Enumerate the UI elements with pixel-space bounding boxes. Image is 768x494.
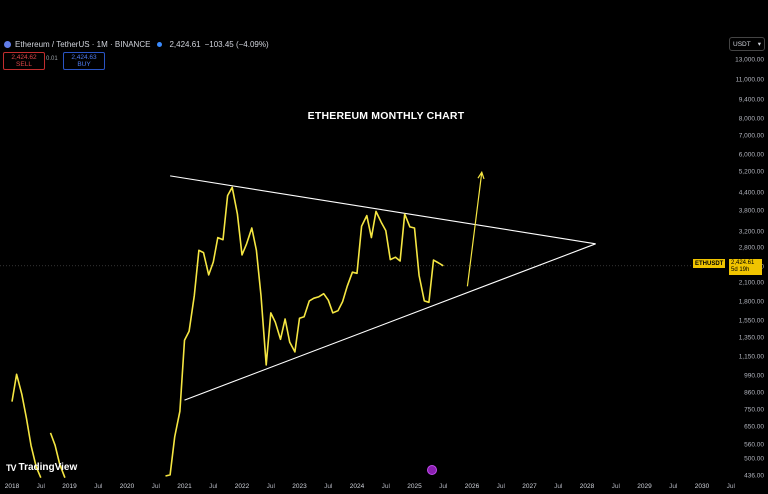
x-tick-label: 2018 bbox=[4, 483, 20, 490]
price-line-segment-2 bbox=[165, 186, 444, 477]
x-tick-label: Jul bbox=[611, 483, 620, 490]
x-tick-label: Jul bbox=[266, 483, 275, 490]
x-tick-label: 2027 bbox=[522, 483, 537, 490]
symbol-price-tag: ETHUSDT bbox=[693, 259, 726, 268]
last-price-value: 2,424.61 bbox=[731, 260, 755, 266]
price-line-segment-1 bbox=[49, 432, 66, 478]
chart-title: ETHEREUM MONTHLY CHART bbox=[307, 110, 465, 122]
y-tick-label: 860.00 bbox=[744, 389, 764, 397]
sell-button[interactable]: 2,424.62 SELL bbox=[3, 52, 45, 70]
y-tick-label: 990.00 bbox=[744, 372, 764, 380]
y-tick-label: 1,150.00 bbox=[738, 353, 764, 361]
y-tick-label: 8,000.00 bbox=[738, 115, 764, 123]
price-change: −103.45 (−4.09%) bbox=[204, 39, 269, 49]
breakout-arrow-line bbox=[466, 172, 483, 287]
chevron-down-icon: ▾ bbox=[757, 41, 761, 48]
bar-countdown: 5d 19h bbox=[731, 267, 750, 273]
x-tick-label: 2022 bbox=[234, 483, 250, 490]
y-tick-label: 9,400.00 bbox=[738, 96, 764, 104]
tradingview-logo-icon: TV bbox=[6, 462, 16, 473]
y-tick-label: 6,000.00 bbox=[738, 151, 764, 159]
symbol-title[interactable]: Ethereum / TetherUS · 1M · BINANCE bbox=[15, 39, 151, 49]
x-tick-label: 2030 bbox=[694, 483, 710, 490]
replay-icon[interactable] bbox=[427, 465, 437, 475]
x-tick-label: 2021 bbox=[177, 483, 192, 490]
currency-label: USDT bbox=[733, 40, 751, 48]
y-tick-label: 1,550.00 bbox=[738, 317, 764, 325]
x-tick-label: Jul bbox=[726, 483, 735, 490]
currency-selector[interactable]: USDT ▾ bbox=[729, 37, 765, 51]
x-tick-label: Jul bbox=[669, 483, 678, 490]
y-tick-label: 500.00 bbox=[744, 455, 764, 463]
y-tick-label: 5,200.00 bbox=[738, 168, 764, 176]
y-tick-label: 13,000.00 bbox=[735, 56, 764, 64]
trendline-lower bbox=[184, 243, 596, 401]
spread-value: 0.01 bbox=[46, 56, 58, 62]
x-tick-label: 2025 bbox=[407, 483, 422, 490]
y-tick-label: 436.00 bbox=[744, 472, 764, 480]
y-tick-label: 1,350.00 bbox=[738, 334, 764, 341]
y-tick-label: 1,800.00 bbox=[738, 298, 764, 306]
price-axis[interactable]: 13,000.00 11,000.00 9,400.00 8,000.00 7,000.… bbox=[712, 0, 768, 494]
ethereum-icon bbox=[4, 40, 11, 48]
last-price-label: 2,424.61 5d 19h bbox=[729, 259, 762, 275]
x-tick-label: Jul bbox=[151, 483, 160, 490]
last-price: 2,424.61 bbox=[169, 39, 201, 49]
x-tick-label: 2026 bbox=[464, 483, 480, 490]
buy-price: 2,424.63 bbox=[71, 54, 97, 61]
y-tick-label: 11,000.00 bbox=[735, 76, 764, 84]
x-tick-label: Jul bbox=[554, 483, 563, 490]
buy-label: BUY bbox=[77, 61, 91, 68]
tradingview-logo-text: TradingView bbox=[18, 462, 78, 473]
y-tick-label: 2,100.00 bbox=[738, 279, 764, 287]
y-tick-label: 3,800.00 bbox=[738, 207, 764, 215]
y-tick-label: 3,200.00 bbox=[738, 228, 764, 236]
x-tick-label: Jul bbox=[439, 483, 448, 490]
y-tick-label: 4,400.00 bbox=[738, 189, 764, 197]
x-tick-label: Jul bbox=[36, 483, 45, 490]
x-tick-label: Jul bbox=[324, 483, 333, 490]
x-tick-label: 2028 bbox=[579, 483, 595, 490]
tradingview-logo[interactable]: TV TradingView bbox=[6, 462, 77, 473]
price-line-segment-0 bbox=[11, 373, 42, 479]
buy-button[interactable]: 2,424.63 BUY bbox=[63, 52, 105, 70]
x-tick-label: Jul bbox=[209, 483, 218, 490]
y-tick-label: 650.00 bbox=[744, 423, 764, 431]
sell-label: SELL bbox=[16, 61, 32, 68]
trendline-upper bbox=[170, 175, 596, 245]
x-tick-label: 2024 bbox=[349, 483, 365, 490]
x-tick-label: 2029 bbox=[637, 483, 652, 490]
arrow-head-icon bbox=[477, 170, 485, 180]
y-tick-label: 2,800.00 bbox=[738, 244, 764, 252]
sell-price: 2,424.62 bbox=[11, 54, 37, 61]
x-tick-label: 2020 bbox=[119, 483, 135, 490]
y-tick-label: 560.00 bbox=[744, 441, 764, 449]
x-tick-label: 2019 bbox=[62, 483, 77, 490]
y-tick-label: 7,000.00 bbox=[738, 132, 764, 140]
y-tick-label: 750.00 bbox=[744, 406, 764, 414]
market-status-icon bbox=[157, 41, 163, 47]
x-tick-label: Jul bbox=[381, 483, 390, 490]
symbol-header: Ethereum / TetherUS · 1M · BINANCE 2,424… bbox=[4, 36, 269, 52]
x-tick-label: Jul bbox=[94, 483, 103, 490]
x-tick-label: 2023 bbox=[292, 483, 307, 490]
x-tick-label: Jul bbox=[496, 483, 505, 490]
